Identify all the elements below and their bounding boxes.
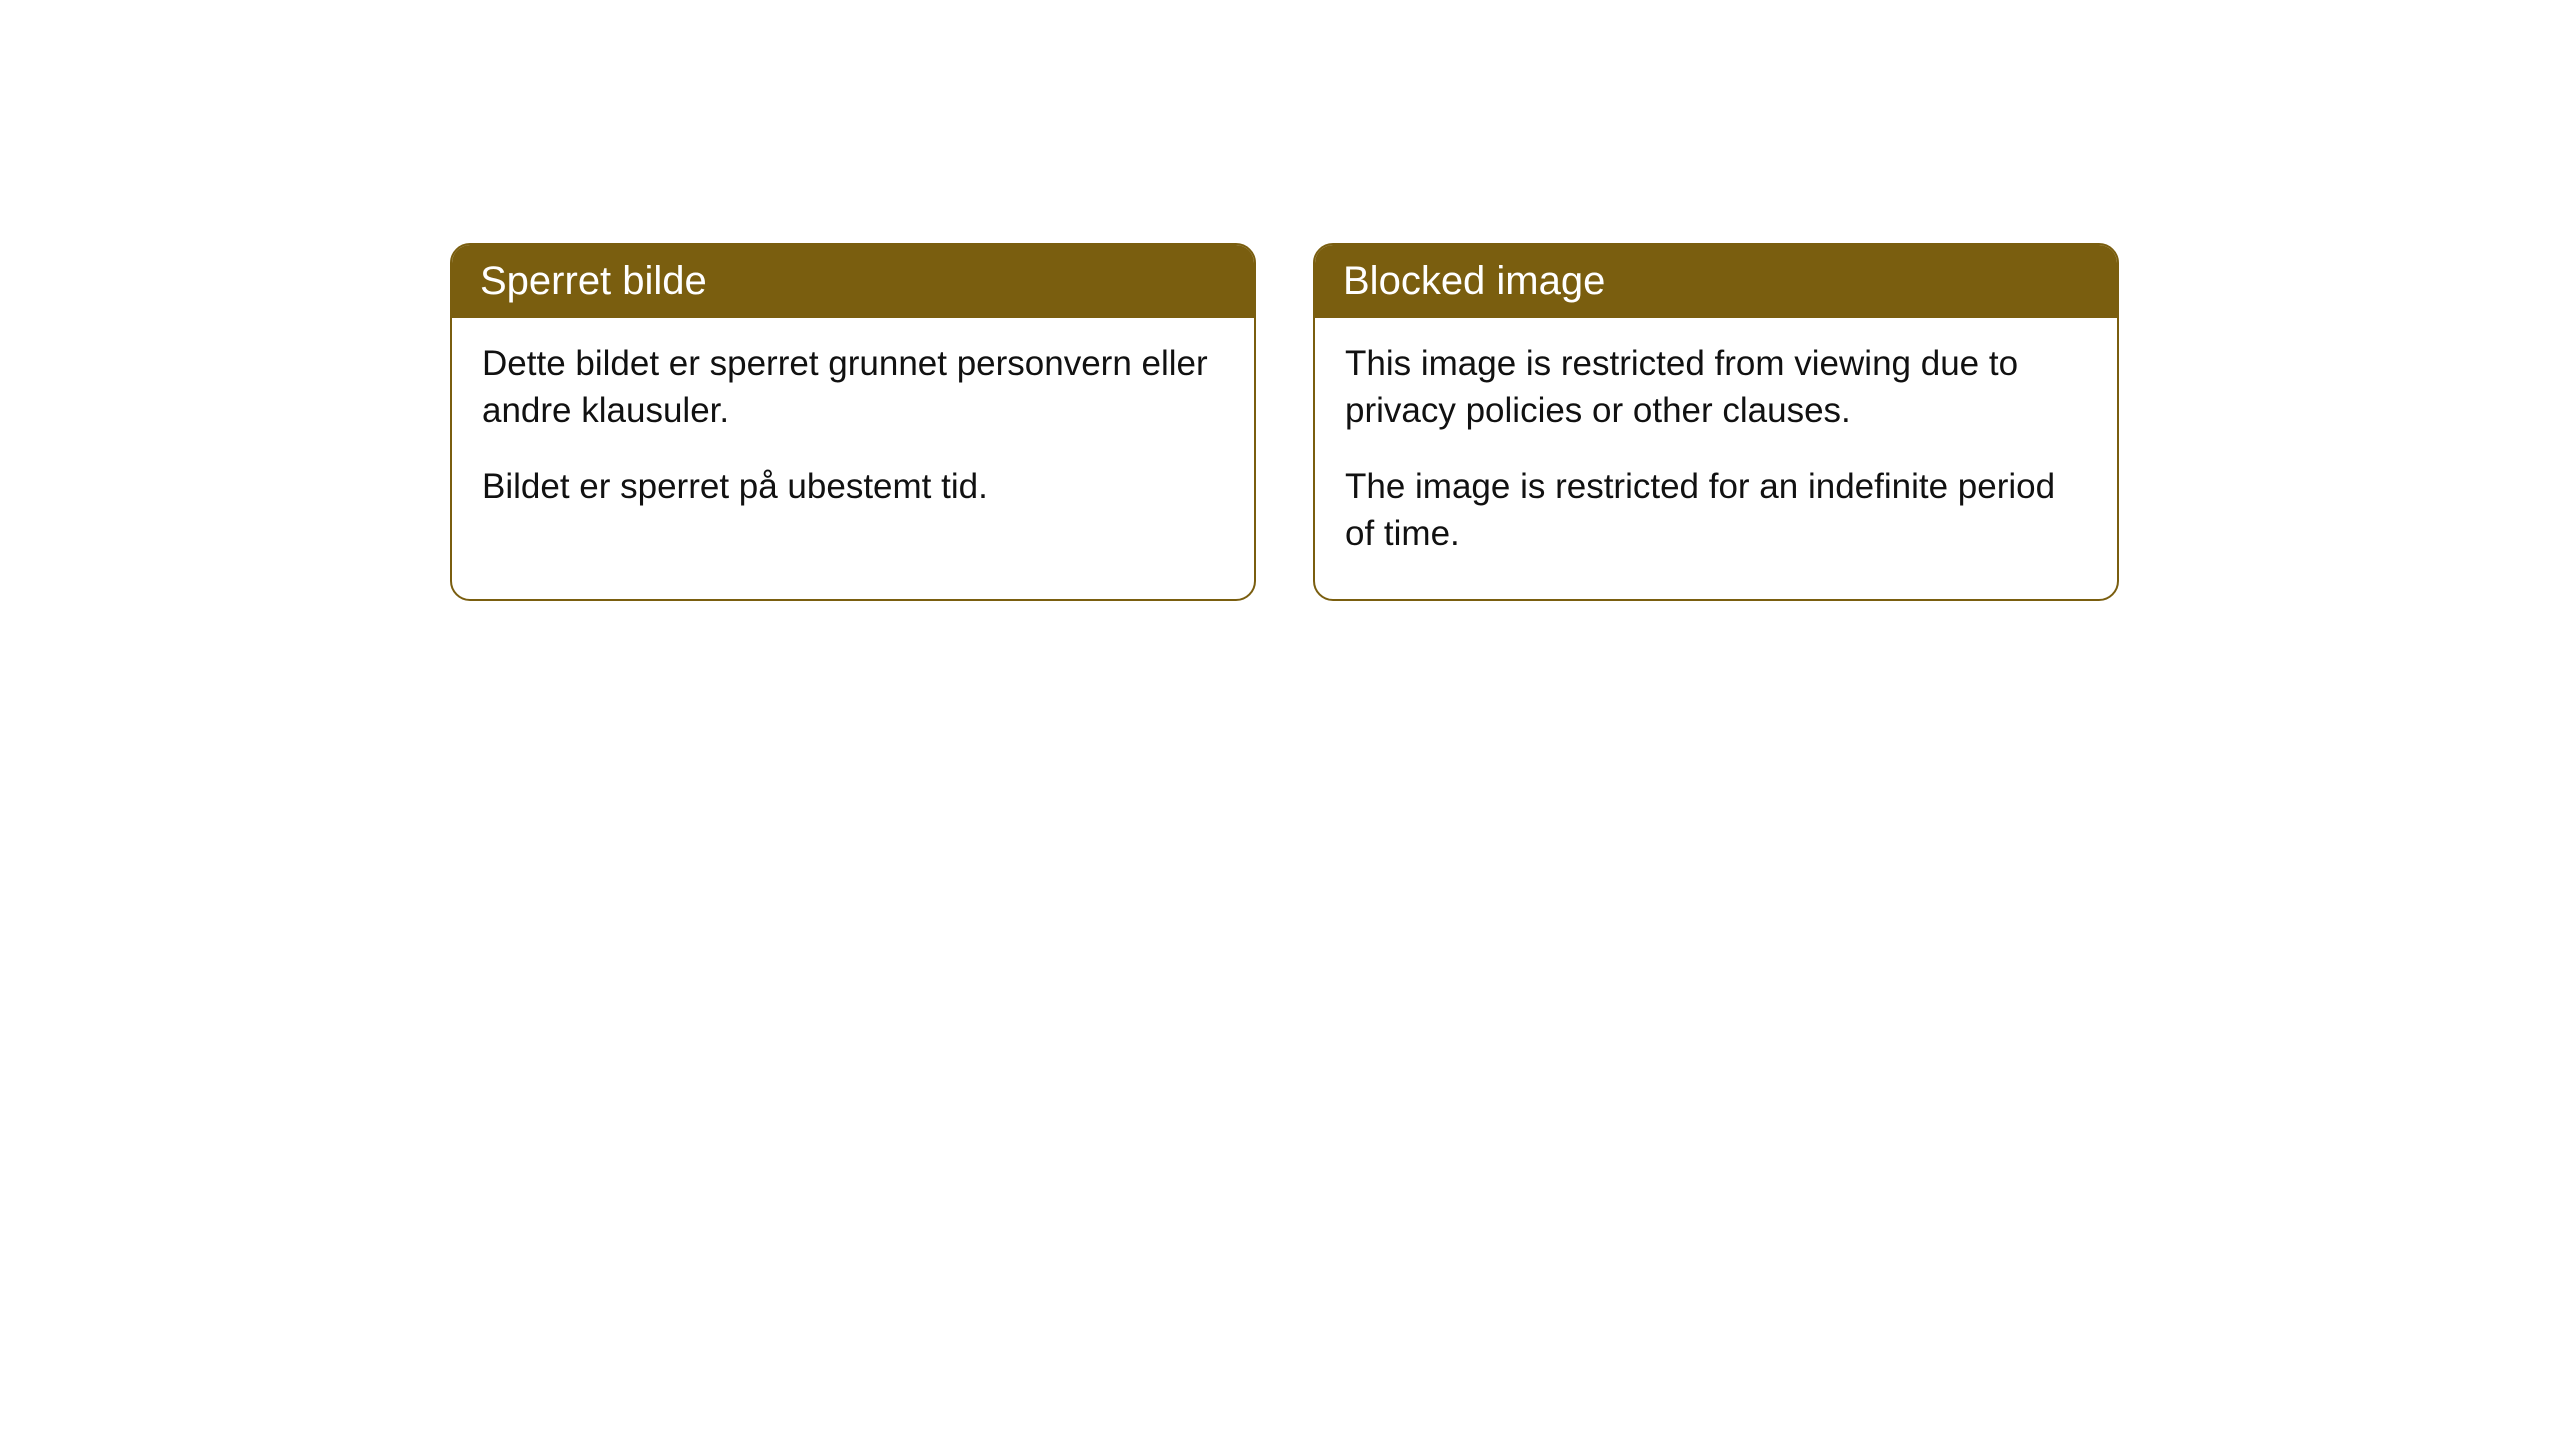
card-text-en-1: This image is restricted from viewing du… — [1345, 340, 2087, 435]
card-text-no-1: Dette bildet er sperret grunnet personve… — [482, 340, 1224, 435]
blocked-image-card-no: Sperret bilde Dette bildet er sperret gr… — [450, 243, 1256, 601]
card-body-no: Dette bildet er sperret grunnet personve… — [452, 318, 1254, 552]
card-title-en: Blocked image — [1343, 259, 1605, 303]
card-body-en: This image is restricted from viewing du… — [1315, 318, 2117, 599]
card-text-en-2: The image is restricted for an indefinit… — [1345, 463, 2087, 558]
card-header-en: Blocked image — [1315, 245, 2117, 318]
blocked-image-card-en: Blocked image This image is restricted f… — [1313, 243, 2119, 601]
card-header-no: Sperret bilde — [452, 245, 1254, 318]
notice-cards-container: Sperret bilde Dette bildet er sperret gr… — [450, 243, 2119, 601]
card-title-no: Sperret bilde — [480, 259, 707, 303]
card-text-no-2: Bildet er sperret på ubestemt tid. — [482, 463, 1224, 510]
